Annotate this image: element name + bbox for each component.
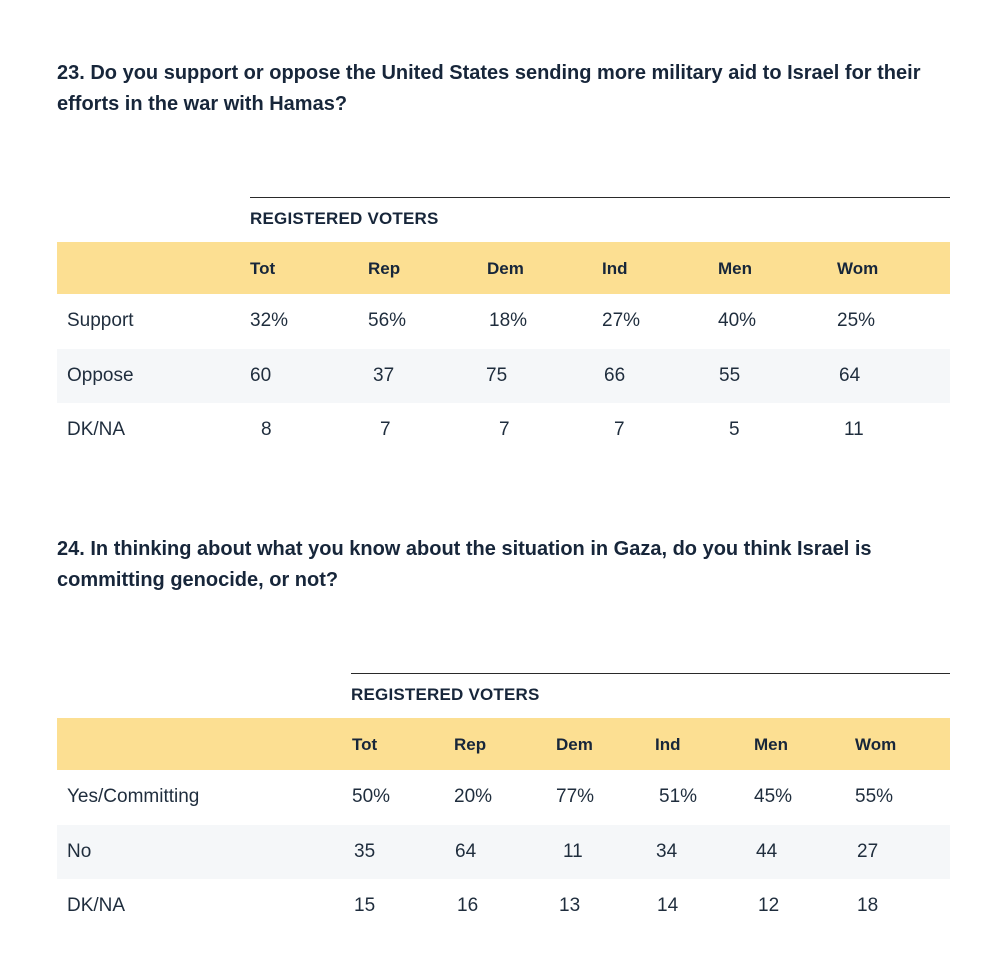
column-header-men: Men	[754, 735, 788, 754]
table-cell: 25%	[837, 310, 876, 331]
column-header-rep: Rep	[368, 259, 401, 278]
row-label: Oppose	[67, 364, 134, 386]
table-cell: 11	[563, 840, 583, 862]
table-cell: 44	[756, 840, 778, 862]
table-cell: 27%	[602, 310, 641, 331]
crosstab-table-24: REGISTERED VOTERS Tot Rep Dem Ind Men Wo…	[57, 673, 950, 934]
table-cell: 20%	[454, 786, 493, 807]
column-header-wom: Wom	[837, 259, 879, 278]
table-cell: 8	[261, 419, 272, 440]
table-cell: 18	[857, 895, 879, 916]
table-row: DK/NA 8 7 7 7 5 11	[57, 403, 950, 458]
table-cell: 45%	[754, 786, 793, 807]
table-cell: 50%	[352, 786, 391, 807]
row-label: Support	[67, 310, 134, 331]
group-header: REGISTERED VOTERS	[57, 673, 950, 718]
column-header-tot: Tot	[250, 259, 276, 278]
group-rule	[351, 673, 950, 674]
table-cell: 15	[354, 895, 376, 916]
row-label: Yes/Committing	[67, 786, 200, 807]
table-cell: 18%	[489, 310, 528, 331]
table-cell: 40%	[718, 310, 757, 331]
table-cell: 7	[614, 419, 625, 440]
table-cell: 64	[455, 840, 477, 862]
column-header-wom: Wom	[855, 735, 897, 754]
group-header: REGISTERED VOTERS	[57, 197, 950, 242]
table-row: Yes/Committing 50% 20% 77% 51% 45% 55%	[57, 770, 950, 825]
table-cell: 12	[758, 895, 780, 916]
question-24-text: 24. In thinking about what you know abou…	[57, 538, 872, 591]
column-header-men: Men	[718, 259, 752, 278]
group-label: REGISTERED VOTERS	[351, 685, 540, 704]
column-header-row: Tot Rep Dem Ind Men Wom	[57, 718, 950, 770]
group-label: REGISTERED VOTERS	[250, 209, 439, 228]
crosstab-table-23: REGISTERED VOTERS Tot Rep Dem Ind Men Wo…	[57, 197, 950, 458]
question-23-text: 23. Do you support or oppose the United …	[57, 62, 921, 115]
column-header-tot: Tot	[352, 735, 378, 754]
table-cell: 60	[250, 364, 272, 386]
table-cell: 37	[373, 364, 395, 386]
table-cell: 13	[559, 895, 581, 916]
column-header-ind: Ind	[655, 735, 681, 754]
table-cell: 75	[486, 364, 508, 386]
table-cell: 64	[839, 364, 861, 386]
row-label: No	[67, 840, 92, 862]
table-cell: 14	[657, 895, 679, 916]
table-cell: 77%	[556, 786, 595, 807]
row-label: DK/NA	[67, 419, 126, 440]
table-cell: 27	[857, 840, 879, 862]
table-cell: 34	[656, 840, 678, 862]
table-cell: 16	[457, 895, 479, 916]
table-cell: 32%	[250, 310, 289, 331]
column-header-dem: Dem	[487, 259, 524, 278]
column-header-row: Tot Rep Dem Ind Men Wom	[57, 242, 950, 294]
table-cell: 35	[354, 840, 376, 862]
table-cell: 7	[380, 419, 391, 440]
table-row: Support 32% 56% 18% 27% 40% 25%	[57, 294, 950, 349]
table-cell: 51%	[659, 786, 698, 807]
table-row: DK/NA 15 16 13 14 12 18	[57, 879, 950, 934]
table-cell: 55%	[855, 786, 894, 807]
column-header-dem: Dem	[556, 735, 593, 754]
table-row: No 35 64 11 34 44 27	[57, 824, 950, 879]
table-cell: 7	[499, 419, 510, 440]
table-cell: 66	[604, 364, 626, 386]
column-header-ind: Ind	[602, 259, 628, 278]
column-header-rep: Rep	[454, 735, 487, 754]
table-cell: 5	[729, 419, 740, 440]
table-row: Oppose 60 37 75 66 55 64	[57, 348, 950, 403]
table-cell: 56%	[368, 310, 407, 331]
table-cell: 55	[719, 364, 741, 386]
table-cell: 11	[844, 419, 864, 440]
row-label: DK/NA	[67, 895, 126, 916]
group-rule	[250, 197, 950, 198]
